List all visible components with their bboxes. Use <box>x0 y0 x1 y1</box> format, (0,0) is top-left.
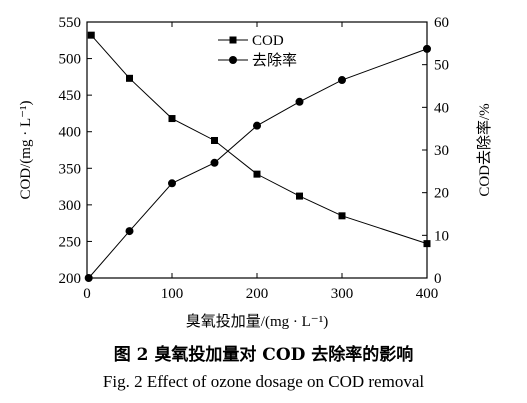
y-right-tick-label: 10 <box>434 228 449 244</box>
data-point-cod <box>296 192 303 200</box>
x-axis-label: 臭氧投加量/(mg · L⁻¹) <box>186 313 328 330</box>
data-point-cod <box>211 136 218 144</box>
data-point-removal <box>253 121 261 130</box>
series-line-removal <box>88 48 428 279</box>
y-left-tick-label: 450 <box>59 88 82 104</box>
legend: COD 去除率 <box>218 33 297 69</box>
x-tick-label: 200 <box>246 286 269 302</box>
y-left-tick-label: 350 <box>59 161 82 177</box>
x-tick-label: 300 <box>331 286 354 302</box>
y-left-tick-label: 500 <box>59 52 82 68</box>
y-right-tick-label: 40 <box>434 100 449 116</box>
legend-label-removal: 去除率 <box>252 52 297 69</box>
y-left-tick-label: 300 <box>59 198 82 214</box>
y-axis-right-label: COD去除率/% <box>476 103 493 196</box>
y-left-tick-label: 400 <box>59 125 82 141</box>
legend-marker-cod <box>229 36 237 44</box>
data-point-removal <box>295 97 304 106</box>
data-point-cod <box>168 115 176 123</box>
data-point-removal <box>84 274 93 282</box>
series-line-cod <box>90 34 428 245</box>
legend-marker-removal <box>229 56 237 64</box>
data-point-cod <box>253 170 261 178</box>
data-point-removal <box>423 44 431 53</box>
y-right-tick-label: 20 <box>434 186 449 202</box>
data-point-removal <box>338 76 346 85</box>
dual-axis-line-chart: 0 100 200 300 400 200 250 300 350 400 450 500 550 0 10… <box>18 15 493 330</box>
data-point-removal <box>168 179 176 188</box>
x-tick-label: 0 <box>83 286 91 302</box>
x-tick-label: 400 <box>416 286 439 302</box>
data-point-cod <box>338 212 346 220</box>
data-point-cod <box>126 74 133 82</box>
data-point-removal <box>210 158 219 167</box>
y-right-tick-label: 30 <box>434 143 449 159</box>
x-tick-label: 100 <box>161 286 184 302</box>
figure-caption-chinese: 图 2 臭氧投加量对 COD 去除率的影响 <box>113 345 414 365</box>
y-right-tick-label: 0 <box>434 271 442 287</box>
data-point-cod <box>87 31 95 39</box>
data-point-removal <box>125 227 134 236</box>
legend-label-cod: COD <box>252 33 284 49</box>
y-right-tick-label: 50 <box>434 58 449 74</box>
data-point-cod <box>423 240 431 248</box>
y-left-tick-label: 250 <box>59 234 82 250</box>
y-axis-left-label: COD/(mg · L⁻¹) <box>18 100 34 199</box>
y-left-tick-label: 200 <box>59 271 82 287</box>
y-right-tick-label: 60 <box>434 15 449 31</box>
figure-caption-english: Fig. 2 Effect of ozone dosage on COD rem… <box>102 372 425 391</box>
y-left-tick-label: 550 <box>59 15 82 31</box>
